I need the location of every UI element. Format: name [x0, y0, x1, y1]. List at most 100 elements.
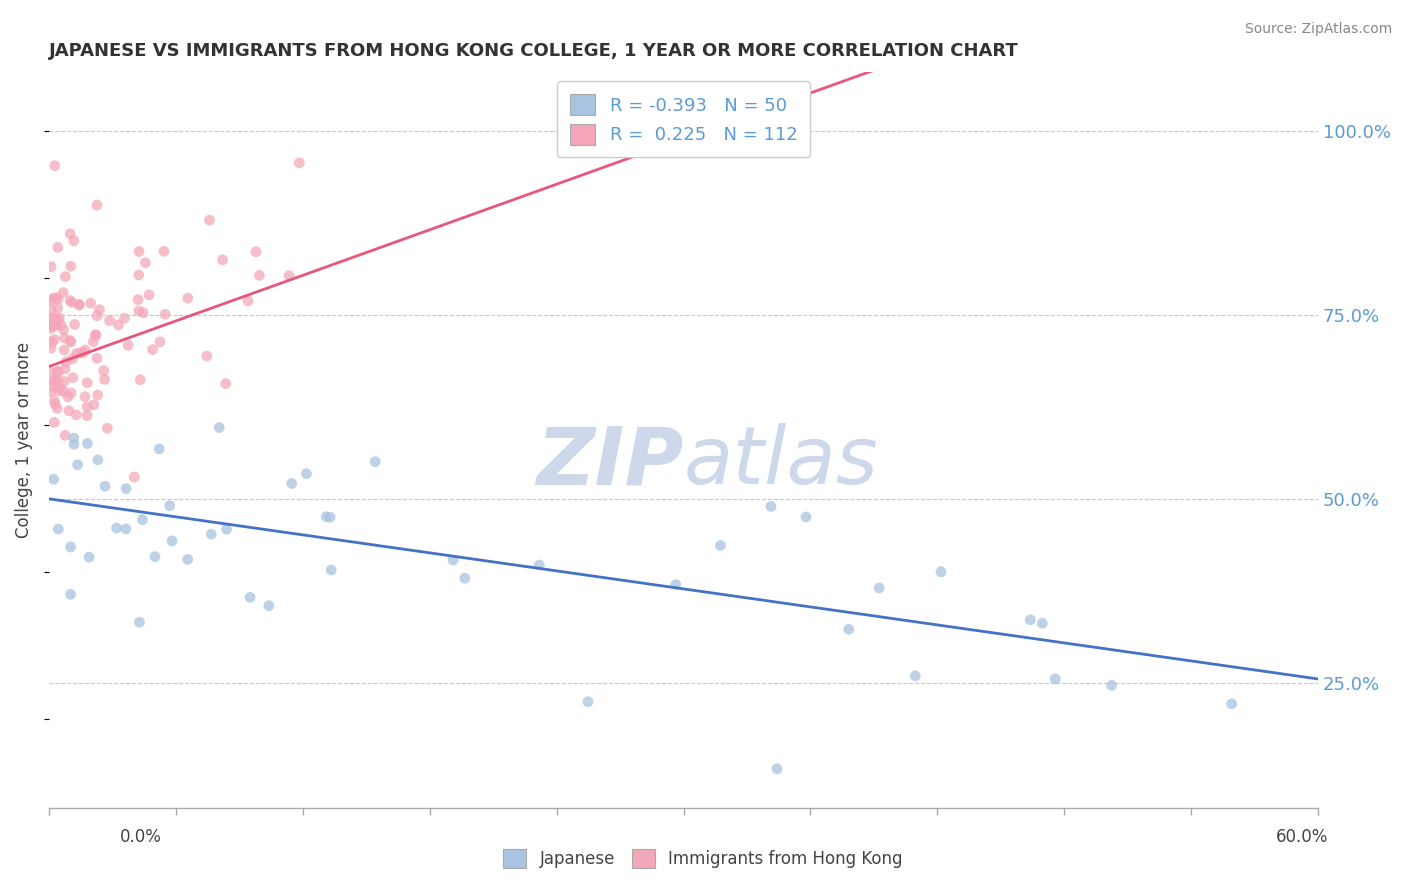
Point	[247, 268, 270, 283]
Point	[93, 364, 115, 378]
Y-axis label: College, 1 year or more: College, 1 year or more	[15, 342, 32, 538]
Point	[52, 323, 75, 337]
Point	[98, 313, 121, 327]
Point	[59, 334, 82, 349]
Point	[48, 310, 70, 325]
Point	[44, 380, 66, 394]
Point	[46, 293, 69, 307]
Point	[441, 553, 464, 567]
Point	[160, 533, 183, 548]
Point	[159, 499, 181, 513]
Point	[105, 521, 128, 535]
Point	[39, 293, 62, 308]
Point	[60, 295, 83, 310]
Point	[236, 293, 259, 308]
Point	[79, 296, 101, 310]
Point	[211, 252, 233, 267]
Point	[44, 374, 66, 388]
Point	[77, 550, 100, 565]
Point	[904, 669, 927, 683]
Point	[138, 288, 160, 302]
Point	[46, 364, 69, 378]
Point	[46, 373, 69, 387]
Point	[52, 384, 75, 399]
Point	[41, 365, 63, 379]
Point	[1045, 672, 1067, 686]
Point	[44, 159, 66, 173]
Point	[62, 234, 84, 248]
Point	[59, 259, 82, 273]
Point	[42, 291, 65, 305]
Point	[53, 343, 76, 357]
Point	[759, 500, 782, 514]
Point	[44, 394, 66, 409]
Text: JAPANESE VS IMMIGRANTS FROM HONG KONG COLLEGE, 1 YEAR OR MORE CORRELATION CHART: JAPANESE VS IMMIGRANTS FROM HONG KONG CO…	[49, 42, 1019, 60]
Point	[128, 304, 150, 318]
Point	[48, 365, 70, 379]
Point	[59, 334, 82, 348]
Point	[1220, 697, 1243, 711]
Point	[48, 384, 70, 398]
Point	[65, 346, 87, 360]
Point	[195, 349, 218, 363]
Point	[114, 311, 136, 326]
Point	[257, 599, 280, 613]
Point	[245, 244, 267, 259]
Text: 60.0%: 60.0%	[1277, 828, 1329, 846]
Point	[94, 479, 117, 493]
Point	[198, 213, 221, 227]
Point	[66, 458, 89, 472]
Point	[63, 437, 86, 451]
Point	[114, 522, 136, 536]
Text: atlas: atlas	[683, 423, 879, 501]
Point	[73, 390, 96, 404]
Point	[96, 421, 118, 435]
Point	[709, 539, 731, 553]
Point	[73, 343, 96, 357]
Point	[45, 291, 67, 305]
Point	[82, 334, 104, 349]
Point	[200, 527, 222, 541]
Point	[53, 269, 76, 284]
Point	[132, 306, 155, 320]
Point	[153, 307, 176, 321]
Point	[1031, 616, 1053, 631]
Point	[49, 381, 72, 395]
Point	[70, 346, 93, 360]
Point	[454, 571, 477, 585]
Point	[59, 227, 82, 241]
Point	[134, 255, 156, 269]
Point	[41, 384, 63, 399]
Point	[142, 343, 165, 357]
Point	[42, 375, 65, 389]
Point	[44, 333, 66, 347]
Point	[128, 244, 150, 259]
Point	[153, 244, 176, 259]
Point	[59, 540, 82, 554]
Point	[89, 302, 111, 317]
Point	[149, 334, 172, 349]
Point	[321, 563, 343, 577]
Point	[117, 338, 139, 352]
Point	[128, 268, 150, 282]
Point	[93, 372, 115, 386]
Text: ZIP: ZIP	[536, 423, 683, 501]
Point	[84, 327, 107, 342]
Point	[39, 341, 62, 355]
Point	[176, 552, 198, 566]
Point	[65, 408, 87, 422]
Point	[44, 415, 66, 429]
Point	[115, 482, 138, 496]
Point	[42, 472, 65, 486]
Point	[131, 513, 153, 527]
Point	[1019, 613, 1042, 627]
Point	[52, 285, 75, 300]
Point	[315, 509, 337, 524]
Point	[76, 400, 98, 414]
Point	[59, 587, 82, 601]
Point	[215, 522, 238, 536]
Point	[39, 260, 62, 274]
Point	[60, 386, 83, 401]
Point	[46, 522, 69, 536]
Point	[76, 409, 98, 423]
